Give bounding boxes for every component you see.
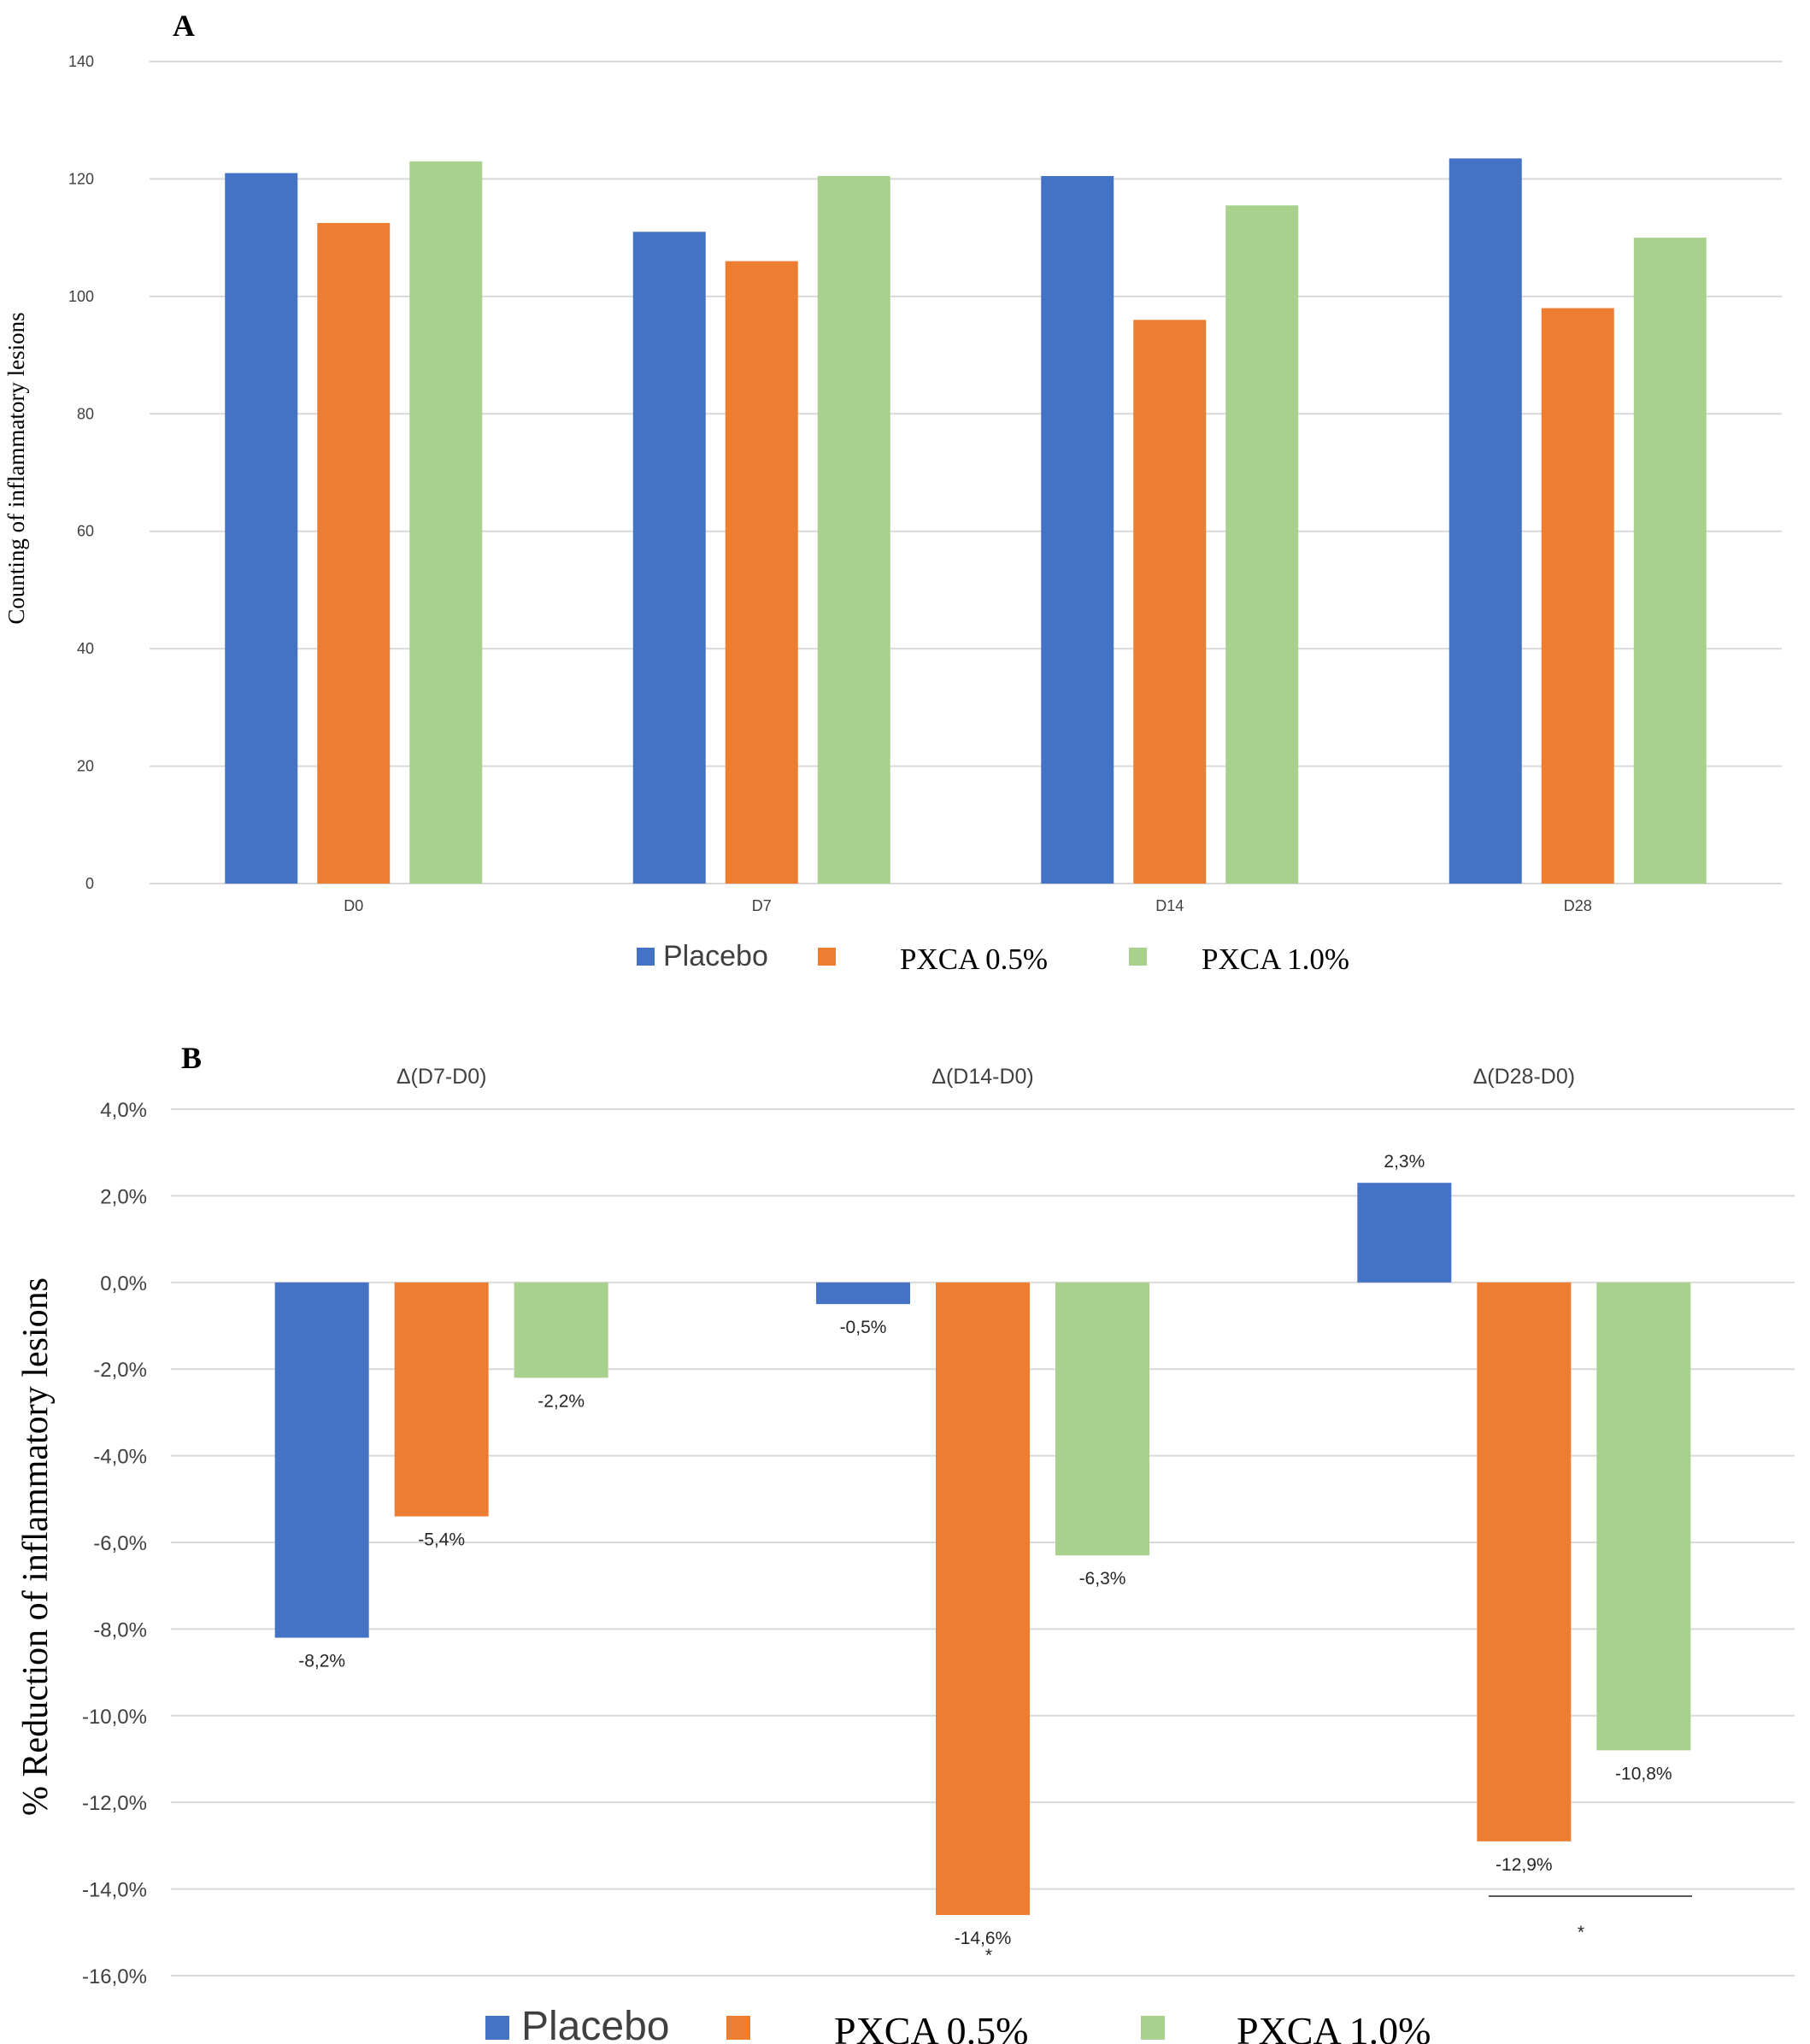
y-tick-label-b: -8,0% [93,1618,147,1642]
y-tick-label-b: -10,0% [82,1706,147,1729]
y-tick-label-a: 140 [68,53,94,70]
panel-b-chart: B 4,0% 2,0% 0,0% -2,0% -4,0% -6,0% -8,0% -10,0%… [16,1041,1795,2044]
significance-star-d14: * [985,1946,992,1965]
panel-b-legend: Placebo PXCA 0.5% PXCA 1.0% [485,2004,1431,2044]
panel-b-letter: B [181,1041,202,1075]
bar-a-pxca05-d28 [1541,308,1614,884]
y-tick-label-a: 60 [77,523,94,540]
significance-star-d28: * [1578,1923,1584,1942]
legend-b-pxca10-swatch [1141,2016,1165,2040]
data-label-b-pxca05: -5,4% [418,1530,465,1550]
legend-a-pxca10-swatch [1129,948,1147,966]
legend-a-pxca05-swatch [818,948,836,966]
bar-a-pxca10-d14 [1225,205,1299,884]
bar-b-pxca10-2 [1055,1282,1149,1556]
y-tick-label-b: 2,0% [100,1185,147,1208]
y-tick-label-b: 4,0% [100,1099,147,1122]
panel-a-chart: A 0 20 40 60 80 100 120 140 D0 D7 D14 D28 Counting… [3,9,1782,976]
bar-b-placebo-1 [274,1282,369,1638]
data-label-b-pxca05: -14,6% [955,1929,1012,1948]
bar-b-placebo-3 [1357,1183,1452,1283]
y-tick-label-b: 0,0% [100,1272,147,1295]
y-tick-label-b: -4,0% [93,1446,147,1469]
legend-a-placebo-label: Placebo [663,940,768,972]
bar-b-placebo-2 [816,1282,910,1305]
y-tick-label-a: 100 [68,288,94,305]
bar-a-pxca05-d7 [725,261,798,884]
panel-b-y-ticks: 4,0% 2,0% 0,0% -2,0% -4,0% -6,0% -8,0% -10,0% -1… [82,1099,147,1988]
bar-b-pxca05-3 [1477,1282,1572,1841]
bar-b-pxca05-1 [394,1282,489,1517]
data-label-b-pxca10: -6,3% [1079,1569,1126,1589]
bar-a-pxca05-d14 [1133,320,1207,884]
panel-b-y-axis-label: % Reduction of inflammatory lesions [16,1278,56,1816]
bar-a-pxca10-d28 [1633,238,1707,884]
bar-a-pxca10-d7 [817,175,890,884]
bar-a-placebo-d0 [225,173,298,884]
panel-a-legend: Placebo PXCA 0.5% PXCA 1.0% [637,940,1349,976]
data-label-b-placebo: -0,5% [840,1318,887,1337]
y-tick-label-a: 0 [85,875,94,892]
group-title-b: Δ(D14-D0) [931,1065,1034,1089]
panel-b-data-labels: -8,2% -5,4% -2,2% -0,5% -14,6% -6,3% 2,3% -12,9… [298,1152,1672,1948]
panel-b-group-titles: Δ(D7-D0) Δ(D14-D0) Δ(D28-D0) [397,1065,1575,1089]
x-tick-label-a: D14 [1155,897,1184,914]
x-tick-label-a: D7 [752,897,772,914]
panel-a-x-ticks: D0 D7 D14 D28 [344,897,1592,914]
y-tick-label-a: 80 [77,405,94,422]
group-title-b: Δ(D28-D0) [1473,1065,1576,1089]
y-tick-label-a: 40 [77,640,94,657]
y-tick-label-b: -16,0% [82,1965,147,1988]
bar-a-pxca10-d0 [409,161,483,884]
legend-b-pxca10-label: PXCA 1.0% [1237,2009,1431,2044]
legend-b-pxca05-label: PXCA 0.5% [834,2009,1028,2044]
panel-a-letter: A [173,9,195,43]
bar-a-placebo-d28 [1449,158,1522,884]
x-tick-label-a: D28 [1564,897,1592,914]
data-label-b-pxca10: -2,2% [538,1391,585,1411]
y-tick-label-b: -6,0% [93,1532,147,1555]
data-label-b-placebo: -8,2% [298,1652,345,1671]
bar-a-pxca05-d0 [317,222,391,884]
legend-b-placebo-swatch [485,2016,509,2040]
bar-a-placebo-d14 [1041,175,1114,884]
bar-b-pxca05-2 [936,1282,1030,1916]
panel-a-gridlines [150,61,1782,884]
group-title-b: Δ(D7-D0) [397,1065,487,1089]
y-tick-label-b: -14,0% [82,1879,147,1902]
panel-a-bars [225,158,1707,884]
y-tick-label-b: -2,0% [93,1359,147,1382]
y-tick-label-a: 120 [68,170,94,187]
panel-a-y-axis-label: Counting of inflammatory lesions [3,312,29,624]
legend-a-placebo-swatch [637,948,655,966]
bar-b-pxca10-1 [514,1282,608,1378]
x-tick-label-a: D0 [344,897,363,914]
panel-b-bars [274,1183,1691,1916]
bar-b-pxca10-3 [1596,1282,1691,1751]
bar-a-placebo-d7 [632,232,706,884]
data-label-b-pxca10: -10,8% [1615,1764,1672,1783]
panel-b-significance: * * [985,1895,1692,1965]
legend-a-pxca10-label: PXCA 1.0% [1202,943,1349,976]
legend-b-placebo-label: Placebo [521,2004,669,2044]
y-tick-label-b: -12,0% [82,1792,147,1815]
data-label-b-pxca05: -12,9% [1496,1855,1553,1875]
legend-a-pxca05-label: PXCA 0.5% [900,943,1048,976]
legend-b-pxca05-swatch [726,2016,750,2040]
y-tick-label-a: 20 [77,758,94,775]
data-label-b-placebo: 2,3% [1384,1152,1425,1172]
panel-a-y-ticks: 0 20 40 60 80 100 120 140 [68,53,94,892]
